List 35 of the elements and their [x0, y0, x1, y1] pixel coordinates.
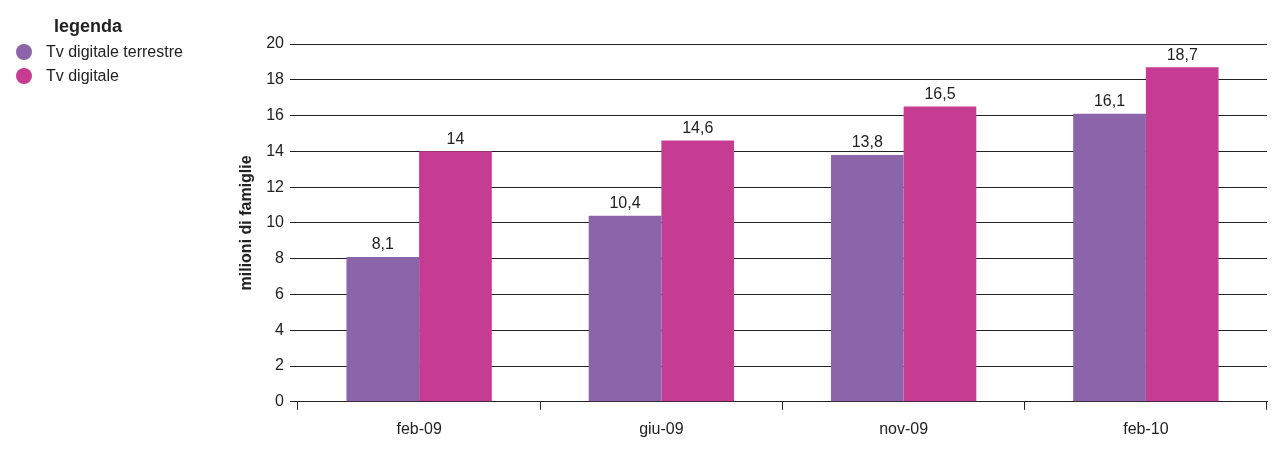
y-tick-label: 18 — [266, 70, 285, 88]
bar — [419, 151, 492, 402]
data-label: 18,7 — [1166, 45, 1198, 63]
x-tick-label: feb-09 — [396, 419, 442, 437]
data-label: 16,5 — [924, 85, 956, 103]
bar — [1145, 67, 1219, 402]
data-label: 8,1 — [371, 235, 394, 253]
y-tick-label: 16 — [266, 105, 285, 123]
data-label: 13,8 — [851, 133, 883, 151]
bar — [903, 106, 977, 402]
bar — [346, 256, 420, 402]
legend-title: legenda — [54, 16, 124, 37]
data-label: 10,4 — [609, 194, 641, 212]
x-tick-label: giu-09 — [639, 419, 684, 437]
y-tick-label: 6 — [275, 284, 285, 302]
bar — [1073, 113, 1146, 402]
data-label: 16,1 — [1093, 92, 1126, 110]
bar — [661, 140, 735, 402]
bar — [830, 154, 904, 402]
y-tick-label: 2 — [275, 356, 285, 374]
y-tick-label: 14 — [266, 141, 285, 159]
bar — [588, 215, 662, 402]
y-tick-label: 12 — [266, 177, 285, 195]
legend-label: Tv digitale — [46, 67, 119, 85]
y-tick-label: 10 — [266, 213, 285, 231]
data-label: 14 — [446, 129, 465, 147]
x-tick-label: feb-10 — [1123, 419, 1169, 437]
y-tick-label: 20 — [266, 34, 285, 52]
legend-label: Tv digitale terrestre — [46, 43, 183, 61]
y-tick-label: 4 — [275, 320, 285, 338]
y-tick-label: 8 — [275, 249, 285, 267]
x-tick-label: nov-09 — [879, 419, 929, 437]
y-axis-title: milioni di famiglie — [237, 155, 255, 291]
data-label: 14,6 — [682, 119, 714, 137]
y-tick-label: 0 — [275, 392, 285, 410]
